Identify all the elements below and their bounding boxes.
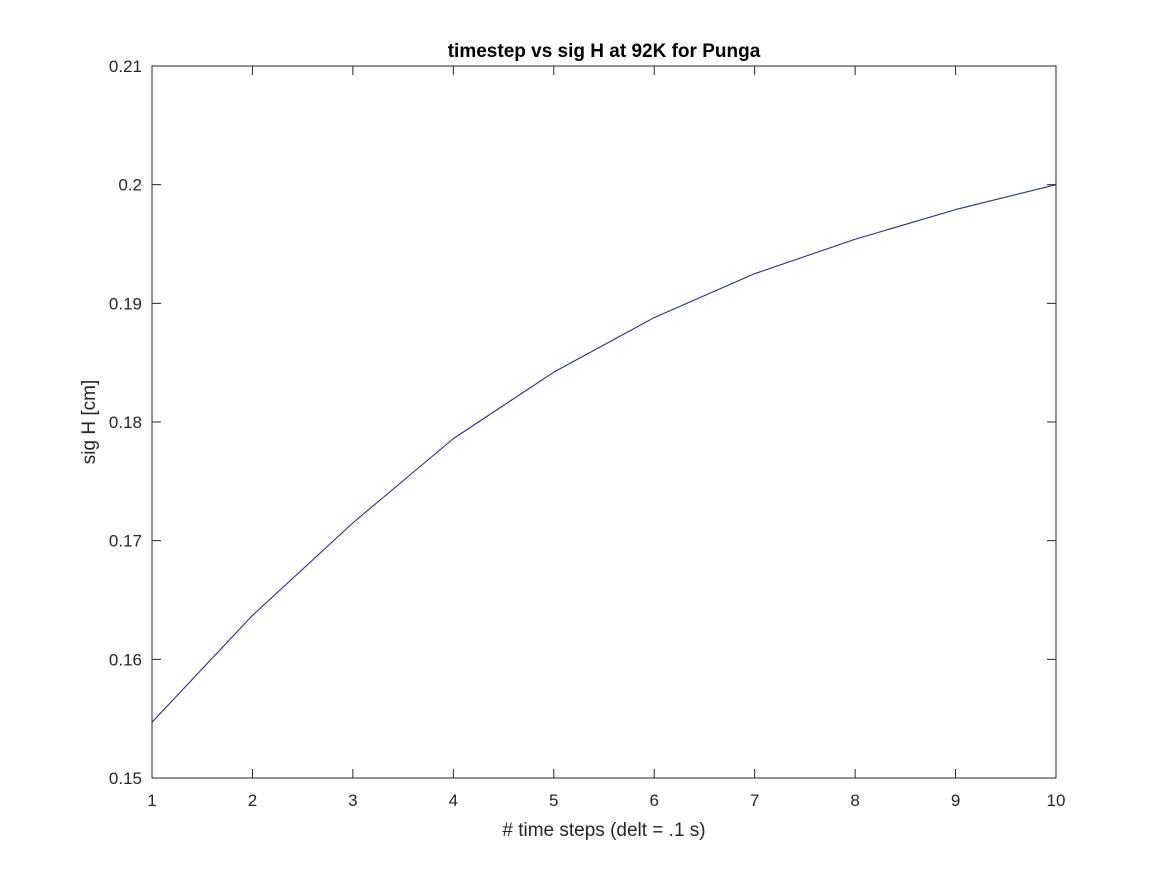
y-tick-label: 0.2 (118, 176, 142, 195)
x-tick-label: 9 (951, 791, 960, 810)
y-tick-label: 0.17 (109, 532, 142, 551)
x-tick-label: 2 (248, 791, 257, 810)
x-tick-label: 8 (850, 791, 859, 810)
x-axis-ticks: 1 2 3 4 5 6 7 8 9 10 (147, 66, 1065, 810)
y-tick-label: 0.18 (109, 413, 142, 432)
x-tick-label: 6 (649, 791, 658, 810)
x-tick-label: 3 (348, 791, 357, 810)
x-axis-label: # time steps (delt = .1 s) (502, 820, 705, 841)
chart-title: timestep vs sig H at 92K for Punga (448, 41, 761, 62)
series-line-0 (151, 184, 1057, 723)
x-tick-label: 1 (147, 791, 156, 810)
series-layer (151, 184, 1057, 723)
y-tick-label: 0.15 (109, 769, 142, 788)
x-tick-label: 5 (549, 791, 558, 810)
y-tick-label: 0.16 (109, 650, 142, 669)
y-tick-label: 0.21 (109, 57, 142, 76)
x-tick-label: 10 (1047, 791, 1066, 810)
x-tick-label: 7 (750, 791, 759, 810)
x-tick-label: 4 (449, 791, 458, 810)
y-axis-ticks: 0.15 0.16 0.17 0.18 0.19 0.2 0.21 (109, 57, 1056, 788)
y-axis-label: sig H [cm] (79, 380, 100, 464)
y-tick-label: 0.19 (109, 294, 142, 313)
plot-area (152, 66, 1056, 778)
